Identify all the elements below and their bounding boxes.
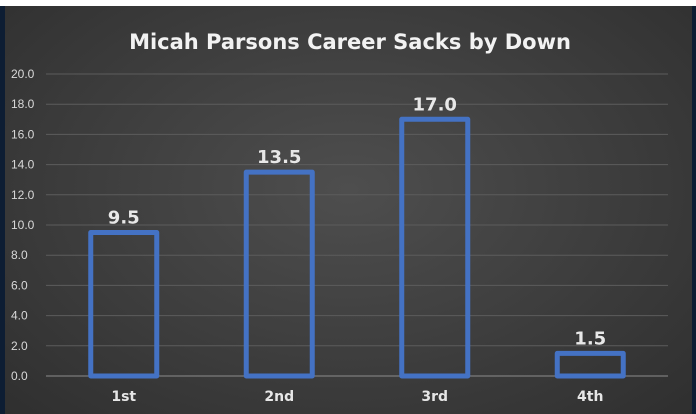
y-tick-label: 16.0	[11, 127, 35, 141]
y-tick-label: 6.0	[11, 278, 28, 292]
x-tick-label: 3rd	[421, 389, 448, 405]
y-tick-label: 14.0	[11, 158, 35, 172]
y-tick-label: 18.0	[11, 97, 35, 111]
x-tick-label: 1st	[111, 389, 136, 405]
y-tick-label: 4.0	[11, 309, 28, 323]
gridlines	[46, 73, 668, 347]
y-tick-label: 10.0	[11, 218, 35, 232]
y-tick-label: 2.0	[11, 339, 28, 353]
x-tick-label: 4th	[577, 389, 603, 405]
x-tick-label: 2nd	[264, 389, 294, 405]
bar-1st	[88, 230, 160, 379]
y-tick-label: 12.0	[11, 188, 35, 202]
data-label: 1.5	[574, 328, 606, 349]
data-label: 9.5	[108, 208, 140, 229]
bar-3rd	[399, 116, 471, 379]
top-strip	[0, 0, 696, 6]
bar-4th	[554, 350, 626, 379]
y-axis-ticks: 0.0 2.0 4.0 6.0 8.0 10.0 12.0 14.0 16.0 18.0 20.0	[11, 67, 35, 383]
chart-title: Micah Parsons Career Sacks by Down	[129, 30, 571, 54]
data-label: 13.5	[257, 147, 301, 168]
data-labels: 9.5 13.5 17.0 1.5	[108, 94, 606, 349]
bar-2nd	[243, 169, 315, 379]
data-label: 17.0	[413, 94, 457, 115]
y-tick-label: 8.0	[11, 248, 28, 262]
bars	[88, 116, 626, 379]
y-tick-label: 0.0	[11, 369, 28, 383]
x-axis-ticks: 1st 2nd 3rd 4th	[111, 389, 603, 405]
y-tick-label: 20.0	[11, 67, 35, 81]
